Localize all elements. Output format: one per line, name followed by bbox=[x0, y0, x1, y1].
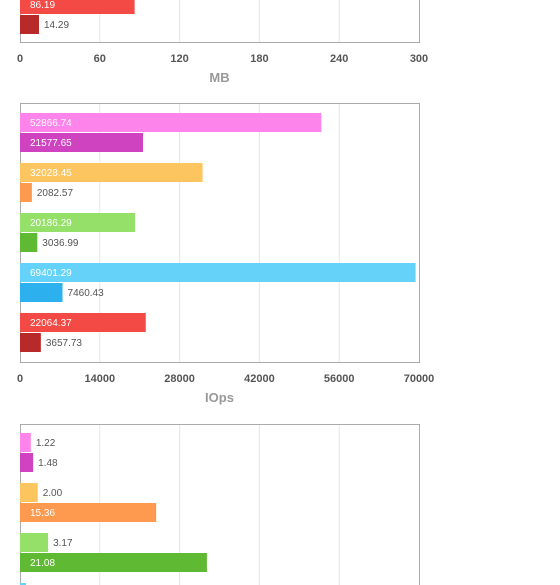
bar bbox=[20, 583, 26, 585]
x-tick-label: 28000 bbox=[164, 373, 195, 385]
x-tick-label: 120 bbox=[170, 53, 188, 65]
x-tick-label: 56000 bbox=[324, 373, 355, 385]
bar bbox=[20, 0, 135, 14]
bar bbox=[20, 263, 416, 282]
bar-value-label: 2.00 bbox=[43, 488, 63, 499]
bar bbox=[20, 133, 143, 152]
bar-value-label: 3.17 bbox=[53, 538, 73, 549]
bar bbox=[20, 553, 207, 572]
bar-value-label: 32028.45 bbox=[30, 168, 72, 179]
bar-value-label: 3036.99 bbox=[42, 238, 79, 249]
bar-value-label: 1.48 bbox=[38, 458, 58, 469]
bar bbox=[20, 283, 63, 302]
bar bbox=[20, 313, 146, 332]
bar bbox=[20, 333, 41, 352]
chart-2: 52866.74 21577.65 32028.45 2082.57 20186.29 3… bbox=[17, 103, 434, 405]
bar-value-label: 20186.29 bbox=[30, 218, 72, 229]
x-axis-title: MB bbox=[209, 70, 229, 85]
x-axis-title: IOps bbox=[205, 390, 234, 405]
bar bbox=[20, 503, 157, 522]
bar bbox=[20, 533, 49, 552]
bar bbox=[20, 233, 38, 252]
chart-3: 1.22 1.48 2.00 15.36 3.17 21.08 bbox=[20, 424, 420, 585]
bar-value-label: 3657.73 bbox=[46, 338, 83, 349]
bar bbox=[20, 213, 136, 232]
bar bbox=[20, 163, 203, 182]
bar-value-label: 52866.74 bbox=[30, 118, 72, 129]
x-tick-label: 300 bbox=[410, 53, 428, 65]
bar-value-label: 22064.37 bbox=[30, 318, 72, 329]
bar-value-label: 21.08 bbox=[30, 558, 55, 569]
chart-1: 86.19 14.29 0 60 120 180 240 300 MB bbox=[17, 0, 428, 85]
bar-value-label: 69401.29 bbox=[30, 268, 72, 279]
bar bbox=[20, 483, 38, 502]
bar-value-label: 86.19 bbox=[30, 0, 55, 11]
x-tick-label: 0 bbox=[17, 53, 23, 65]
x-tick-label: 0 bbox=[17, 373, 23, 385]
x-tick-label: 180 bbox=[250, 53, 268, 65]
x-tick-label: 14000 bbox=[85, 373, 116, 385]
x-tick-label: 70000 bbox=[404, 373, 435, 385]
bar-value-label: 14.29 bbox=[44, 20, 69, 31]
x-tick-label: 60 bbox=[94, 53, 106, 65]
bar-value-label: 21577.65 bbox=[30, 138, 72, 149]
bar bbox=[20, 183, 32, 202]
bar bbox=[20, 15, 40, 34]
bar-value-label: 1.22 bbox=[36, 438, 56, 449]
x-tick-label: 240 bbox=[330, 53, 348, 65]
bar bbox=[20, 113, 322, 132]
x-tick-label: 42000 bbox=[244, 373, 275, 385]
bar-value-label: 2082.57 bbox=[37, 188, 74, 199]
bar bbox=[20, 453, 34, 472]
bar-value-label: 15.36 bbox=[30, 508, 55, 519]
bar-value-label: 7460.43 bbox=[68, 288, 105, 299]
bar bbox=[20, 433, 31, 452]
